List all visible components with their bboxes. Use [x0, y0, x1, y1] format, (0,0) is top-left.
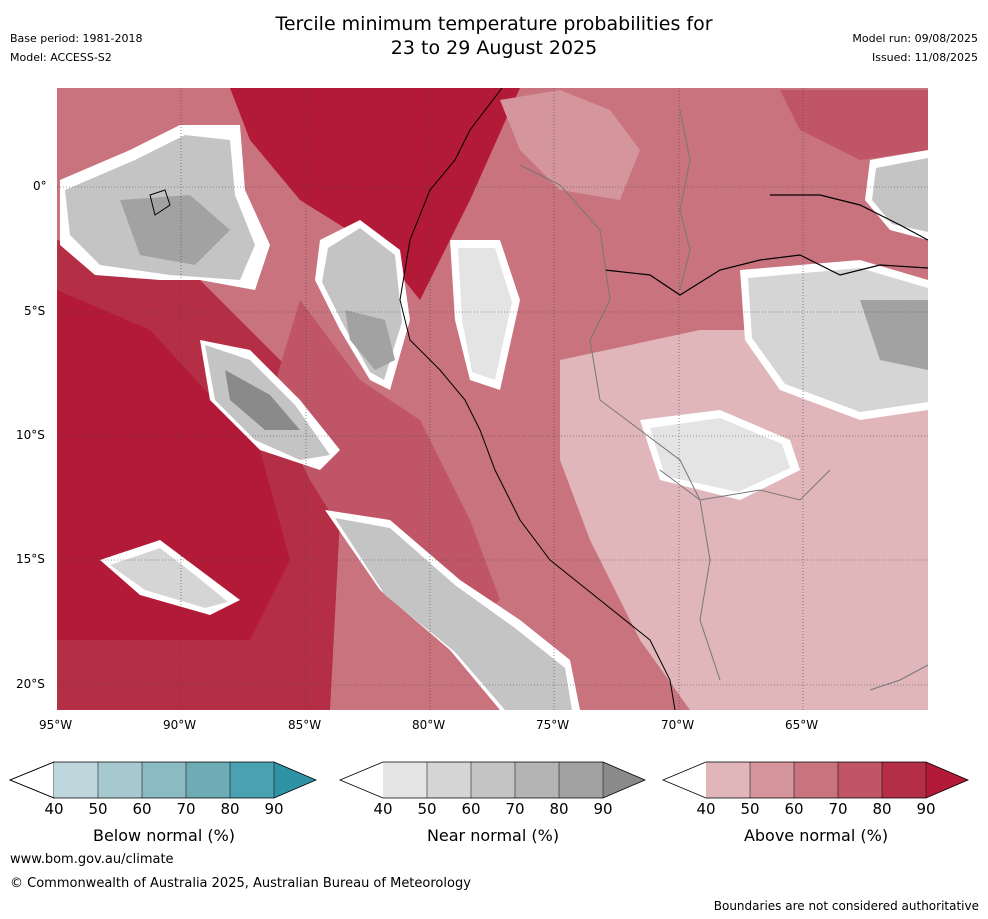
website-link[interactable]: www.bom.gov.au/climate [10, 852, 174, 867]
below-tick-80: 80 [220, 800, 240, 818]
colorbar-above [661, 761, 970, 799]
above-ne [780, 90, 928, 160]
map-fields [57, 88, 928, 710]
above-tick-50: 50 [740, 800, 760, 818]
lon-tick-65w: 65°W [785, 718, 819, 732]
lon-tick-75w: 75°W [536, 718, 570, 732]
near-patch-sw-fill [110, 548, 228, 608]
near-tick-90: 90 [593, 800, 613, 818]
near-ne [872, 158, 928, 232]
above-normal-label: Above normal (%) [743, 826, 889, 845]
title-line-1: Tercile minimum temperature probabilitie… [275, 13, 713, 35]
above-ocean-north [230, 88, 520, 300]
base-period-text: Base period: 1981-2018 [10, 32, 143, 45]
above-tick-60: 60 [784, 800, 804, 818]
colorbar-below [8, 761, 318, 799]
near-land-center [650, 418, 790, 492]
coastlines [149, 88, 928, 710]
near-tick-70: 70 [505, 800, 525, 818]
near-tick-60: 60 [461, 800, 481, 818]
lat-tick-0: 0° [33, 179, 47, 193]
lat-tick-20s: 20°S [16, 677, 45, 691]
near-tick-80: 80 [549, 800, 569, 818]
near-tick-50: 50 [417, 800, 437, 818]
below-tick-70: 70 [176, 800, 196, 818]
lon-tick-70w: 70°W [661, 718, 695, 732]
copyright-text: © Commonwealth of Australia 2025, Austra… [10, 876, 471, 891]
near-land-east-core [860, 300, 928, 370]
disclaimer-text: Boundaries are not considered authoritat… [713, 899, 979, 913]
below-normal-label: Below normal (%) [92, 826, 236, 845]
below-tick-90: 90 [264, 800, 284, 818]
graticule [57, 88, 928, 710]
near-patch-galapagos-core [120, 195, 230, 265]
near-patch-south [335, 518, 572, 710]
below-tick-50: 50 [88, 800, 108, 818]
model-run-text: Model run: 09/08/2025 [852, 32, 978, 45]
below-tick-40: 40 [44, 800, 64, 818]
lon-tick-90w: 90°W [163, 718, 197, 732]
above-tick-80: 80 [872, 800, 892, 818]
above-tick-70: 70 [828, 800, 848, 818]
near-patch-west-core [225, 370, 300, 430]
colorbar-near [338, 761, 647, 799]
lon-tick-85w: 85°W [288, 718, 322, 732]
above-ocean-mid [270, 300, 500, 640]
lat-tick-5s: 5°S [24, 304, 46, 318]
near-tick-40: 40 [373, 800, 393, 818]
above-andes-north [500, 90, 640, 200]
lat-tick-15s: 15°S [16, 552, 45, 566]
above-tick-40: 40 [696, 800, 716, 818]
model-text: Model: ACCESS-S2 [10, 51, 112, 64]
lon-tick-80w: 80°W [412, 718, 446, 732]
page-title: Tercile minimum temperature probabilitie… [0, 12, 988, 60]
lon-tick-95w: 95°W [39, 718, 73, 732]
above-tick-90: 90 [916, 800, 936, 818]
near-patch-coast-core [345, 310, 395, 370]
below-tick-60: 60 [132, 800, 152, 818]
title-line-2: 23 to 29 August 2025 [390, 37, 598, 59]
lat-tick-10s: 10°S [16, 428, 45, 442]
above-ocean-core [57, 290, 290, 640]
issued-text: Issued: 11/08/2025 [871, 51, 978, 64]
near-normal-label: Near normal (%) [426, 826, 560, 845]
near-andes [458, 248, 512, 380]
